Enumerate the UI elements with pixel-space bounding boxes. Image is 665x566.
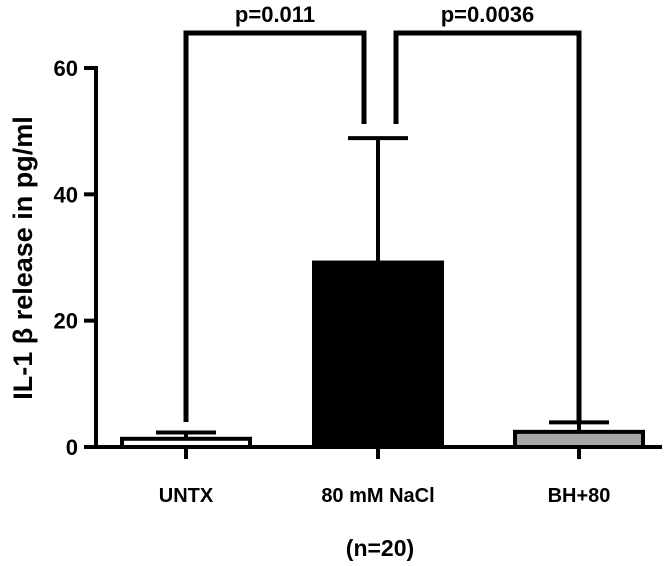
p-value-label-0: p=0.011	[235, 2, 315, 27]
y-axis-title: IL-1 β release in pg/ml	[8, 116, 38, 400]
sample-size-note: (n=20)	[346, 535, 414, 561]
p-value-label-1: p=0.0036	[441, 2, 535, 27]
error-bars	[156, 136, 609, 439]
y-tick-label-1: 20	[54, 309, 78, 334]
bar-2	[513, 429, 645, 449]
bars	[120, 260, 645, 450]
y-tick-label-0: 0	[66, 435, 78, 460]
x-tick-labels: UNTX 80 mM NaCl BH+80	[159, 447, 611, 507]
x-tick-label-2: BH+80	[548, 485, 611, 507]
x-tick-label-1: 80 mM NaCl	[321, 485, 434, 507]
significance-bracket-0	[183, 30, 367, 422]
y-tick-label-3: 60	[54, 56, 78, 81]
x-tick-label-0: UNTX	[159, 485, 214, 507]
y-ticks: 0 20 40 60	[54, 56, 96, 460]
bar-1	[312, 260, 444, 450]
y-tick-label-2: 40	[54, 182, 78, 207]
significance-brackets: p=0.011 p=0.0036	[183, 2, 582, 422]
significance-bracket-1	[393, 30, 582, 422]
